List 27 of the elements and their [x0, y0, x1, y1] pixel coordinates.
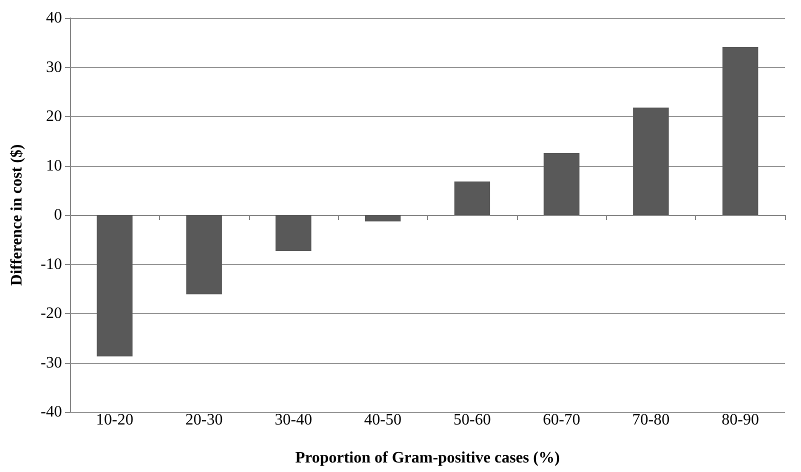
x-tick-label: 50-60 [454, 412, 491, 428]
x-tick-label: 70-80 [632, 412, 670, 428]
y-tick-label: -40 [40, 404, 62, 420]
y-tick-label: 0 [54, 206, 62, 224]
bar [186, 215, 222, 294]
y-axis-title: Difference in cost ($) [8, 144, 26, 286]
x-tick-label: 80-90 [722, 412, 759, 428]
y-tick-label: 20 [46, 108, 62, 125]
x-tick-label: 60-70 [542, 412, 580, 428]
x-tick-label: 40-50 [364, 412, 402, 428]
y-tick-label: 30 [46, 58, 62, 76]
y-tick-label: -10 [40, 256, 62, 273]
x-tick-label: 20-30 [185, 412, 223, 428]
bar [96, 215, 133, 356]
bar [722, 47, 758, 215]
bar [364, 215, 401, 222]
y-tick-label: -20 [40, 305, 62, 322]
bar [633, 108, 669, 215]
bar [454, 182, 490, 215]
y-tick-label: -30 [40, 354, 62, 372]
x-axis-title: Proportion of Gram-positive cases (%) [295, 450, 560, 466]
y-tick-label: 10 [46, 157, 62, 174]
x-tick-label: 10-20 [96, 412, 134, 428]
bar [544, 152, 580, 215]
y-tick-label: 40 [46, 10, 62, 26]
bar [276, 215, 312, 251]
x-tick-label: 30-40 [274, 412, 312, 428]
